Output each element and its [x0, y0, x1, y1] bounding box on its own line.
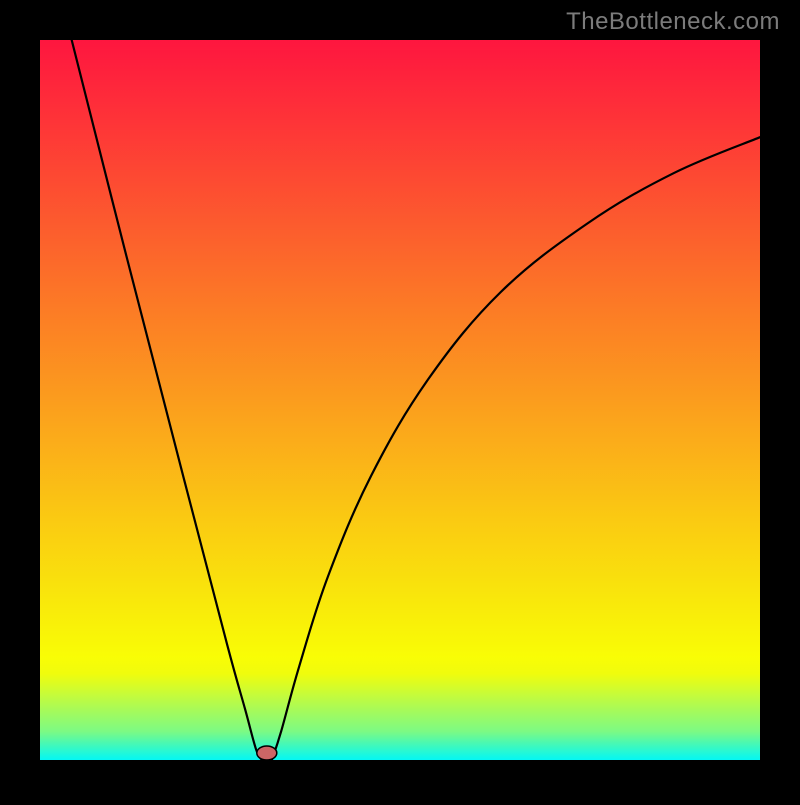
optimum-marker: [257, 746, 277, 760]
plot-background: [40, 40, 760, 760]
chart-container: [0, 0, 800, 800]
watermark-label: TheBottleneck.com: [566, 8, 780, 36]
bottleneck-chart: [0, 0, 800, 800]
